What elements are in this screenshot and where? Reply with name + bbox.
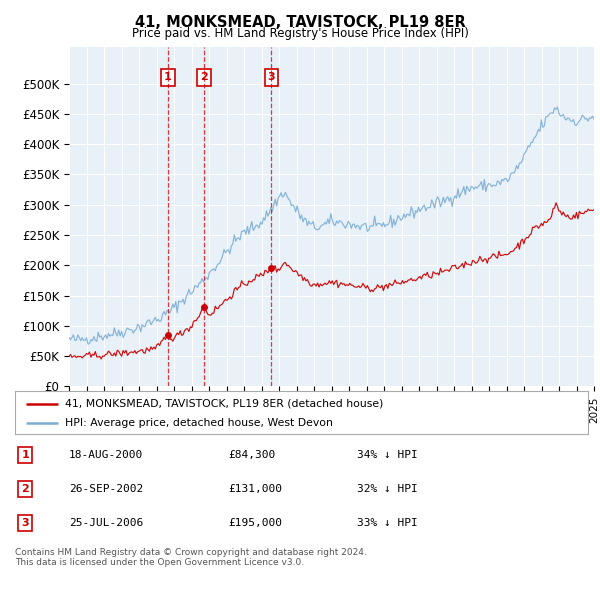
Text: 2: 2	[200, 73, 208, 83]
Text: 3: 3	[22, 519, 29, 528]
Text: 3: 3	[268, 73, 275, 83]
Text: 32% ↓ HPI: 32% ↓ HPI	[357, 484, 418, 494]
Text: 41, MONKSMEAD, TAVISTOCK, PL19 8ER (detached house): 41, MONKSMEAD, TAVISTOCK, PL19 8ER (deta…	[65, 399, 384, 409]
Text: £84,300: £84,300	[228, 450, 275, 460]
Text: 34% ↓ HPI: 34% ↓ HPI	[357, 450, 418, 460]
Text: 2: 2	[22, 484, 29, 494]
Text: Contains HM Land Registry data © Crown copyright and database right 2024.
This d: Contains HM Land Registry data © Crown c…	[15, 548, 367, 567]
Text: Price paid vs. HM Land Registry's House Price Index (HPI): Price paid vs. HM Land Registry's House …	[131, 27, 469, 40]
Text: HPI: Average price, detached house, West Devon: HPI: Average price, detached house, West…	[65, 418, 333, 428]
Text: 1: 1	[22, 450, 29, 460]
Text: 26-SEP-2002: 26-SEP-2002	[69, 484, 143, 494]
Text: £131,000: £131,000	[228, 484, 282, 494]
Text: £195,000: £195,000	[228, 519, 282, 528]
Text: 33% ↓ HPI: 33% ↓ HPI	[357, 519, 418, 528]
Text: 25-JUL-2006: 25-JUL-2006	[69, 519, 143, 528]
Text: 1: 1	[164, 73, 172, 83]
Text: 41, MONKSMEAD, TAVISTOCK, PL19 8ER: 41, MONKSMEAD, TAVISTOCK, PL19 8ER	[134, 15, 466, 30]
Text: 18-AUG-2000: 18-AUG-2000	[69, 450, 143, 460]
